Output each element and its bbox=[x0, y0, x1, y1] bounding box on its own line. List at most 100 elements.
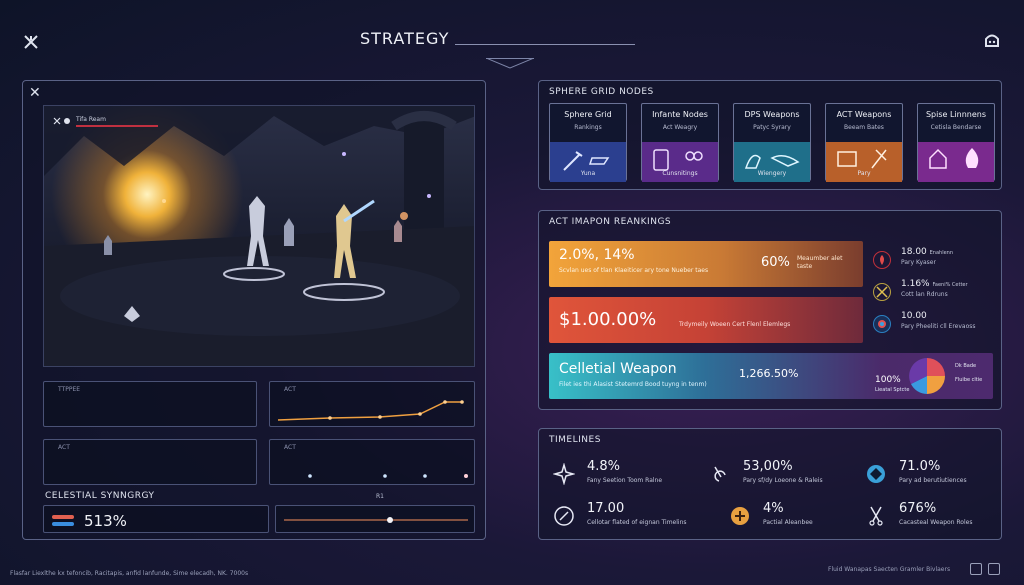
node-caption: Cunsnitings bbox=[662, 170, 698, 177]
synergy-slider[interactable]: R1 bbox=[275, 493, 475, 533]
side-stat-1-sub: Pary Kyaser bbox=[901, 259, 936, 266]
timeline-item-1-value: 4.8% bbox=[587, 459, 621, 474]
stat-box-3: ACT bbox=[43, 439, 257, 485]
home-icon bbox=[929, 148, 979, 169]
side-stat-1: 18.00 Enahlenn Pary Kyaser bbox=[873, 247, 997, 277]
red-rose-icon bbox=[873, 251, 891, 269]
ranking-bar-3-desc: Filet ies thi Alasist Stetemrd Bood tuyn… bbox=[559, 381, 707, 388]
shield-emblem-icon bbox=[865, 463, 887, 485]
footer-right-text: Fluid Wanapas Saecten Gramler Bivlaers bbox=[828, 566, 951, 573]
stat-box-2-label: ACT bbox=[284, 386, 296, 393]
stat-box-4-label: ACT bbox=[284, 444, 296, 451]
node-caption: Wiengery bbox=[757, 170, 787, 177]
scissors-icon bbox=[865, 505, 887, 527]
timeline-item-4[interactable]: 17.00 Cellotar flated of eignan Timelins bbox=[553, 501, 703, 535]
user-icon[interactable] bbox=[983, 31, 1001, 49]
timeline-item-4-value: 17.00 bbox=[587, 501, 625, 516]
side-stat-3-sub: Pary Pheeliti cll Erevaoss bbox=[901, 323, 976, 330]
ranking-bar-2[interactable]: $1.00.00% Trdymeily Woeen Cert Flenl Ele… bbox=[549, 297, 863, 343]
timeline-item-2-sub: Pary sf/dy Loeone & Raleis bbox=[743, 477, 823, 484]
side-stat-3: 10.00 Pary Pheeliti cll Erevaoss bbox=[873, 311, 997, 341]
ranking-bar-1-percent: 60% bbox=[761, 255, 790, 270]
battle-scene bbox=[44, 106, 474, 366]
node-card-spise-linnnens[interactable]: Spise Linnnens Cetisla Bendarse bbox=[917, 103, 995, 182]
side-stat-1-value: 18.00 Enahlenn bbox=[901, 247, 954, 257]
timelines-title: TIMELINES bbox=[549, 435, 601, 445]
timeline-item-3-sub: Pary ad berutiutiences bbox=[899, 477, 967, 484]
slider-handle[interactable] bbox=[387, 517, 393, 523]
close-icon[interactable] bbox=[22, 33, 40, 51]
ranking-bar-3-pie-caption: Lieatal Sptcte bbox=[875, 387, 910, 393]
ranking-bar-1-desc: Scvlan ues of tlan Klaeiticer ary tone N… bbox=[559, 267, 709, 274]
node-card-infante-nodes[interactable]: Infante Nodes Act Weagry Cunsnitings bbox=[641, 103, 719, 182]
rankings-panel: ACT IMAPON REANKINGS 2.0%, 14% Scvlan ue… bbox=[538, 210, 1002, 410]
hud-party-status: Tifa Ream bbox=[52, 116, 158, 130]
synergy-value: 513% bbox=[84, 512, 127, 530]
node-subtitle: Beeam Bates bbox=[844, 124, 884, 131]
screenshot-icon[interactable] bbox=[970, 563, 982, 575]
ranking-bar-3-legend-2: Fluibe cltie bbox=[955, 377, 983, 383]
ranking-bar-3-value: Celletial Weapon bbox=[559, 361, 677, 377]
ranking-bar-3-legend-1: Dk Bade bbox=[955, 363, 977, 369]
settings-icon[interactable] bbox=[988, 563, 1000, 575]
timeline-item-1[interactable]: 4.8% Fany Seetion Toom Ralne bbox=[552, 459, 703, 493]
timeline-item-5-sub: Pactial Aleanbee bbox=[763, 519, 813, 526]
side-stat-2: 1.16% Faeni% Cetter Cott lan Rdruns bbox=[873, 279, 997, 309]
node-caption: Pary bbox=[857, 170, 871, 177]
timeline-item-3-value: 71.0% bbox=[899, 459, 941, 474]
compass-icon bbox=[553, 505, 575, 527]
hud-character-name: Tifa Ream bbox=[76, 116, 106, 123]
emblem-icon bbox=[873, 315, 891, 333]
ranking-bar-2-desc: Trdymeily Woeen Cert Flenl Elemlegs bbox=[679, 321, 791, 328]
node-subtitle: Patyc Syrary bbox=[753, 124, 791, 131]
timeline-item-5[interactable]: 4% Pactial Aleanbee bbox=[729, 501, 879, 535]
node-title: Sphere Grid bbox=[564, 110, 612, 119]
panel-close-icon[interactable]: ✕ bbox=[29, 85, 41, 101]
timeline-item-4-sub: Cellotar flated of eignan Timelins bbox=[587, 519, 687, 526]
pie-chart-icon bbox=[909, 358, 945, 394]
ranking-bar-3[interactable]: Celletial Weapon Filet ies thi Alasist S… bbox=[549, 353, 993, 399]
timelines-panel: TIMELINES 4.8% Fany Seetion Toom Ralne 5… bbox=[538, 428, 1002, 540]
timeline-item-1-sub: Fany Seetion Toom Ralne bbox=[587, 477, 663, 484]
node-title: Infante Nodes bbox=[652, 110, 708, 119]
timeline-item-6[interactable]: 676% Cacasteal Weapon Roles bbox=[865, 501, 1015, 535]
ranking-bar-1[interactable]: 2.0%, 14% Scvlan ues of tlan Klaeiticer … bbox=[549, 241, 863, 287]
node-caption: Yuna bbox=[580, 170, 596, 177]
synergy-icon bbox=[52, 513, 76, 527]
sphere-grid-panel: SPHERE GRID NODES Sphere Grid Rankings Y… bbox=[538, 80, 1002, 190]
node-art bbox=[734, 142, 810, 182]
ranking-bar-3-pie-value: 100% bbox=[875, 375, 901, 385]
synergy-title: CELESTIAL SYNNGRGY bbox=[45, 491, 155, 501]
timeline-item-5-value: 4% bbox=[763, 501, 784, 516]
gameplay-view: Tifa Ream bbox=[43, 105, 475, 367]
rankings-title: ACT IMAPON REANKINGS bbox=[549, 217, 672, 227]
timeline-item-6-sub: Cacasteal Weapon Roles bbox=[899, 519, 973, 526]
node-subtitle: Rankings bbox=[574, 124, 602, 131]
sword-icon bbox=[563, 151, 610, 171]
node-title: Spise Linnnens bbox=[925, 110, 987, 119]
title-chevron bbox=[486, 58, 534, 70]
timeline-item-3[interactable]: 71.0% Pary ad berutiutiences bbox=[865, 459, 1015, 493]
node-art bbox=[642, 142, 718, 182]
node-subtitle: Act Weagry bbox=[662, 124, 698, 131]
side-stat-2-value: 1.16% Faeni% Cetter bbox=[901, 279, 968, 289]
title-divider bbox=[455, 44, 635, 45]
synergy-box: 513% bbox=[43, 505, 269, 533]
timeline-item-6-value: 676% bbox=[899, 501, 937, 516]
node-card-dps-weapons[interactable]: DPS Weapons Patyc Syrary Wiengery bbox=[733, 103, 811, 182]
chest-icon bbox=[837, 149, 887, 169]
side-stat-2-sub: Cott lan Rdruns bbox=[901, 291, 948, 298]
ranking-bar-1-note: Meaumber alet bbox=[797, 255, 843, 262]
device-icon bbox=[653, 149, 703, 171]
ranking-bar-1-value: 2.0%, 14% bbox=[559, 247, 635, 263]
timeline-item-2[interactable]: 53,00% Pary sf/dy Loeone & Raleis bbox=[709, 459, 859, 493]
node-subtitle: Cetisla Bendarse bbox=[930, 124, 982, 131]
node-card-sphere-grid[interactable]: Sphere Grid Rankings Yuna bbox=[549, 103, 627, 182]
stat-box-2: ACT bbox=[269, 381, 475, 427]
top-bar: STRATEGY bbox=[0, 0, 1024, 70]
cross-swords-icon bbox=[873, 283, 891, 301]
gauntlet-icon bbox=[744, 154, 800, 169]
stat-box-3-label: ACT bbox=[58, 444, 70, 451]
node-card-act-weapons[interactable]: ACT Weapons Beeam Bates Pary bbox=[825, 103, 903, 182]
sphere-grid-title: SPHERE GRID NODES bbox=[549, 87, 654, 97]
